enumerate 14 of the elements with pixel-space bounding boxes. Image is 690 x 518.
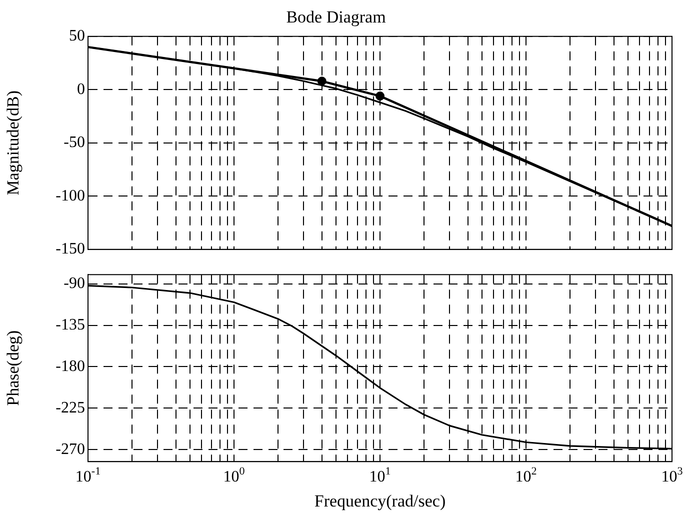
y-tick-label: -100 [56,187,85,204]
y-tick-label: 50 [69,28,85,45]
y-tick-label: -180 [56,358,85,375]
y-tick-label: -150 [56,240,85,258]
x-axis-title: Frequency(rad/sec) [314,491,446,510]
y-tick-label: -90 [64,275,85,292]
y-axis-title: Phase(deg) [4,330,23,406]
y-tick-label: -270 [56,440,85,458]
y-tick-label: -225 [56,399,85,416]
y-tick-label: -50 [64,134,85,152]
y-tick-label: 0 [77,80,85,98]
y-tick-label: -135 [56,316,85,334]
chart-title: Bode Diagram [286,8,386,27]
y-axis-title: Magnitude(dB) [4,90,23,196]
